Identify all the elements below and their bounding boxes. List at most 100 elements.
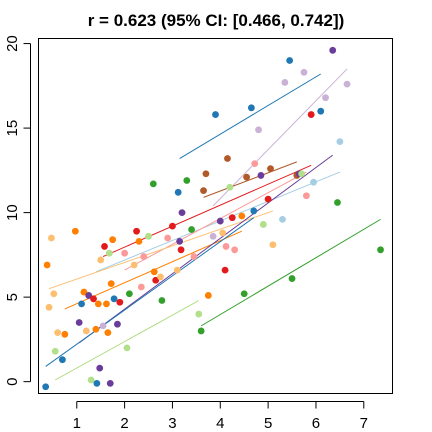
- data-point: [145, 232, 152, 240]
- regression-line: [212, 68, 348, 207]
- data-point: [87, 376, 95, 384]
- regression-line: [102, 164, 312, 258]
- data-point: [101, 243, 108, 250]
- data-point: [279, 215, 286, 223]
- data-point: [103, 300, 110, 308]
- data-point: [286, 57, 294, 64]
- data-point: [336, 138, 344, 146]
- data-point: [226, 183, 234, 191]
- data-point: [121, 249, 129, 257]
- regression-line: [203, 161, 298, 198]
- x-tick-label: 3: [168, 415, 176, 432]
- data-point: [243, 173, 250, 181]
- data-point: [310, 178, 317, 186]
- data-point: [257, 172, 265, 179]
- x-tick-label: 1: [73, 415, 81, 432]
- regression-line: [78, 154, 334, 344]
- data-point: [174, 188, 182, 196]
- data-point: [97, 256, 105, 264]
- data-point: [334, 199, 341, 206]
- data-point: [104, 329, 112, 337]
- data-point: [96, 364, 104, 372]
- data-point: [216, 217, 224, 225]
- y-tick-label: 15: [4, 120, 21, 137]
- data-point: [157, 273, 164, 281]
- data-point: [93, 379, 101, 387]
- data-point: [137, 283, 145, 291]
- data-point: [209, 232, 217, 240]
- data-point: [329, 46, 337, 54]
- data-point: [106, 379, 114, 387]
- data-point: [228, 214, 236, 222]
- data-point: [149, 180, 157, 188]
- data-point: [250, 207, 258, 215]
- data-point: [45, 303, 53, 311]
- data-point: [59, 356, 66, 364]
- data-point: [133, 227, 140, 235]
- data-points: [42, 46, 384, 391]
- regression-line: [55, 300, 199, 381]
- data-point: [240, 290, 248, 298]
- data-point: [307, 111, 315, 118]
- data-point: [219, 229, 227, 237]
- regression-line: [48, 210, 274, 290]
- data-point: [377, 246, 384, 254]
- y-tick-label: 5: [4, 293, 21, 301]
- data-point: [255, 126, 262, 134]
- data-point: [116, 298, 124, 306]
- data-point: [152, 276, 160, 284]
- data-point: [269, 241, 277, 249]
- data-point: [51, 347, 59, 355]
- data-point: [82, 327, 90, 335]
- data-point: [302, 192, 310, 200]
- data-point: [90, 295, 97, 303]
- data-point: [150, 268, 158, 276]
- data-point: [251, 160, 259, 167]
- data-point: [94, 300, 102, 308]
- data-point: [247, 104, 255, 112]
- data-point: [202, 170, 210, 178]
- y-axis: 0 5 10 15 20: [4, 35, 31, 386]
- data-point: [114, 320, 121, 328]
- data-point: [105, 249, 113, 257]
- data-point: [169, 222, 176, 230]
- regression-line: [124, 171, 307, 271]
- data-point: [109, 236, 117, 244]
- data-point: [43, 261, 51, 269]
- regression-line: [45, 217, 255, 367]
- data-point: [197, 327, 205, 335]
- data-point: [190, 253, 198, 260]
- x-tick-label: 7: [360, 415, 368, 432]
- data-point: [61, 330, 69, 338]
- data-point: [200, 187, 207, 195]
- data-point: [164, 234, 172, 242]
- data-point: [123, 344, 131, 352]
- data-point: [50, 290, 58, 298]
- data-point: [99, 322, 107, 330]
- data-point: [176, 237, 184, 245]
- data-point: [135, 237, 143, 245]
- data-point: [317, 107, 325, 115]
- data-point: [300, 68, 308, 76]
- data-point: [188, 226, 195, 233]
- data-point: [183, 177, 191, 184]
- data-point: [177, 246, 185, 254]
- data-point: [178, 209, 186, 217]
- y-tick-label: 0: [4, 377, 21, 385]
- data-point: [231, 246, 239, 254]
- data-point: [80, 288, 88, 296]
- data-point: [130, 261, 138, 269]
- data-point: [288, 275, 296, 282]
- data-point: [54, 329, 62, 337]
- data-point: [48, 234, 55, 242]
- data-point: [125, 290, 133, 298]
- y-tick-label: 20: [4, 35, 21, 52]
- x-tick-label: 6: [312, 415, 320, 432]
- x-tick-label: 4: [216, 415, 224, 432]
- data-point: [221, 266, 229, 274]
- data-point: [264, 195, 272, 203]
- y-tick-label: 10: [4, 204, 21, 221]
- data-point: [204, 292, 212, 299]
- regression-line: [179, 73, 322, 159]
